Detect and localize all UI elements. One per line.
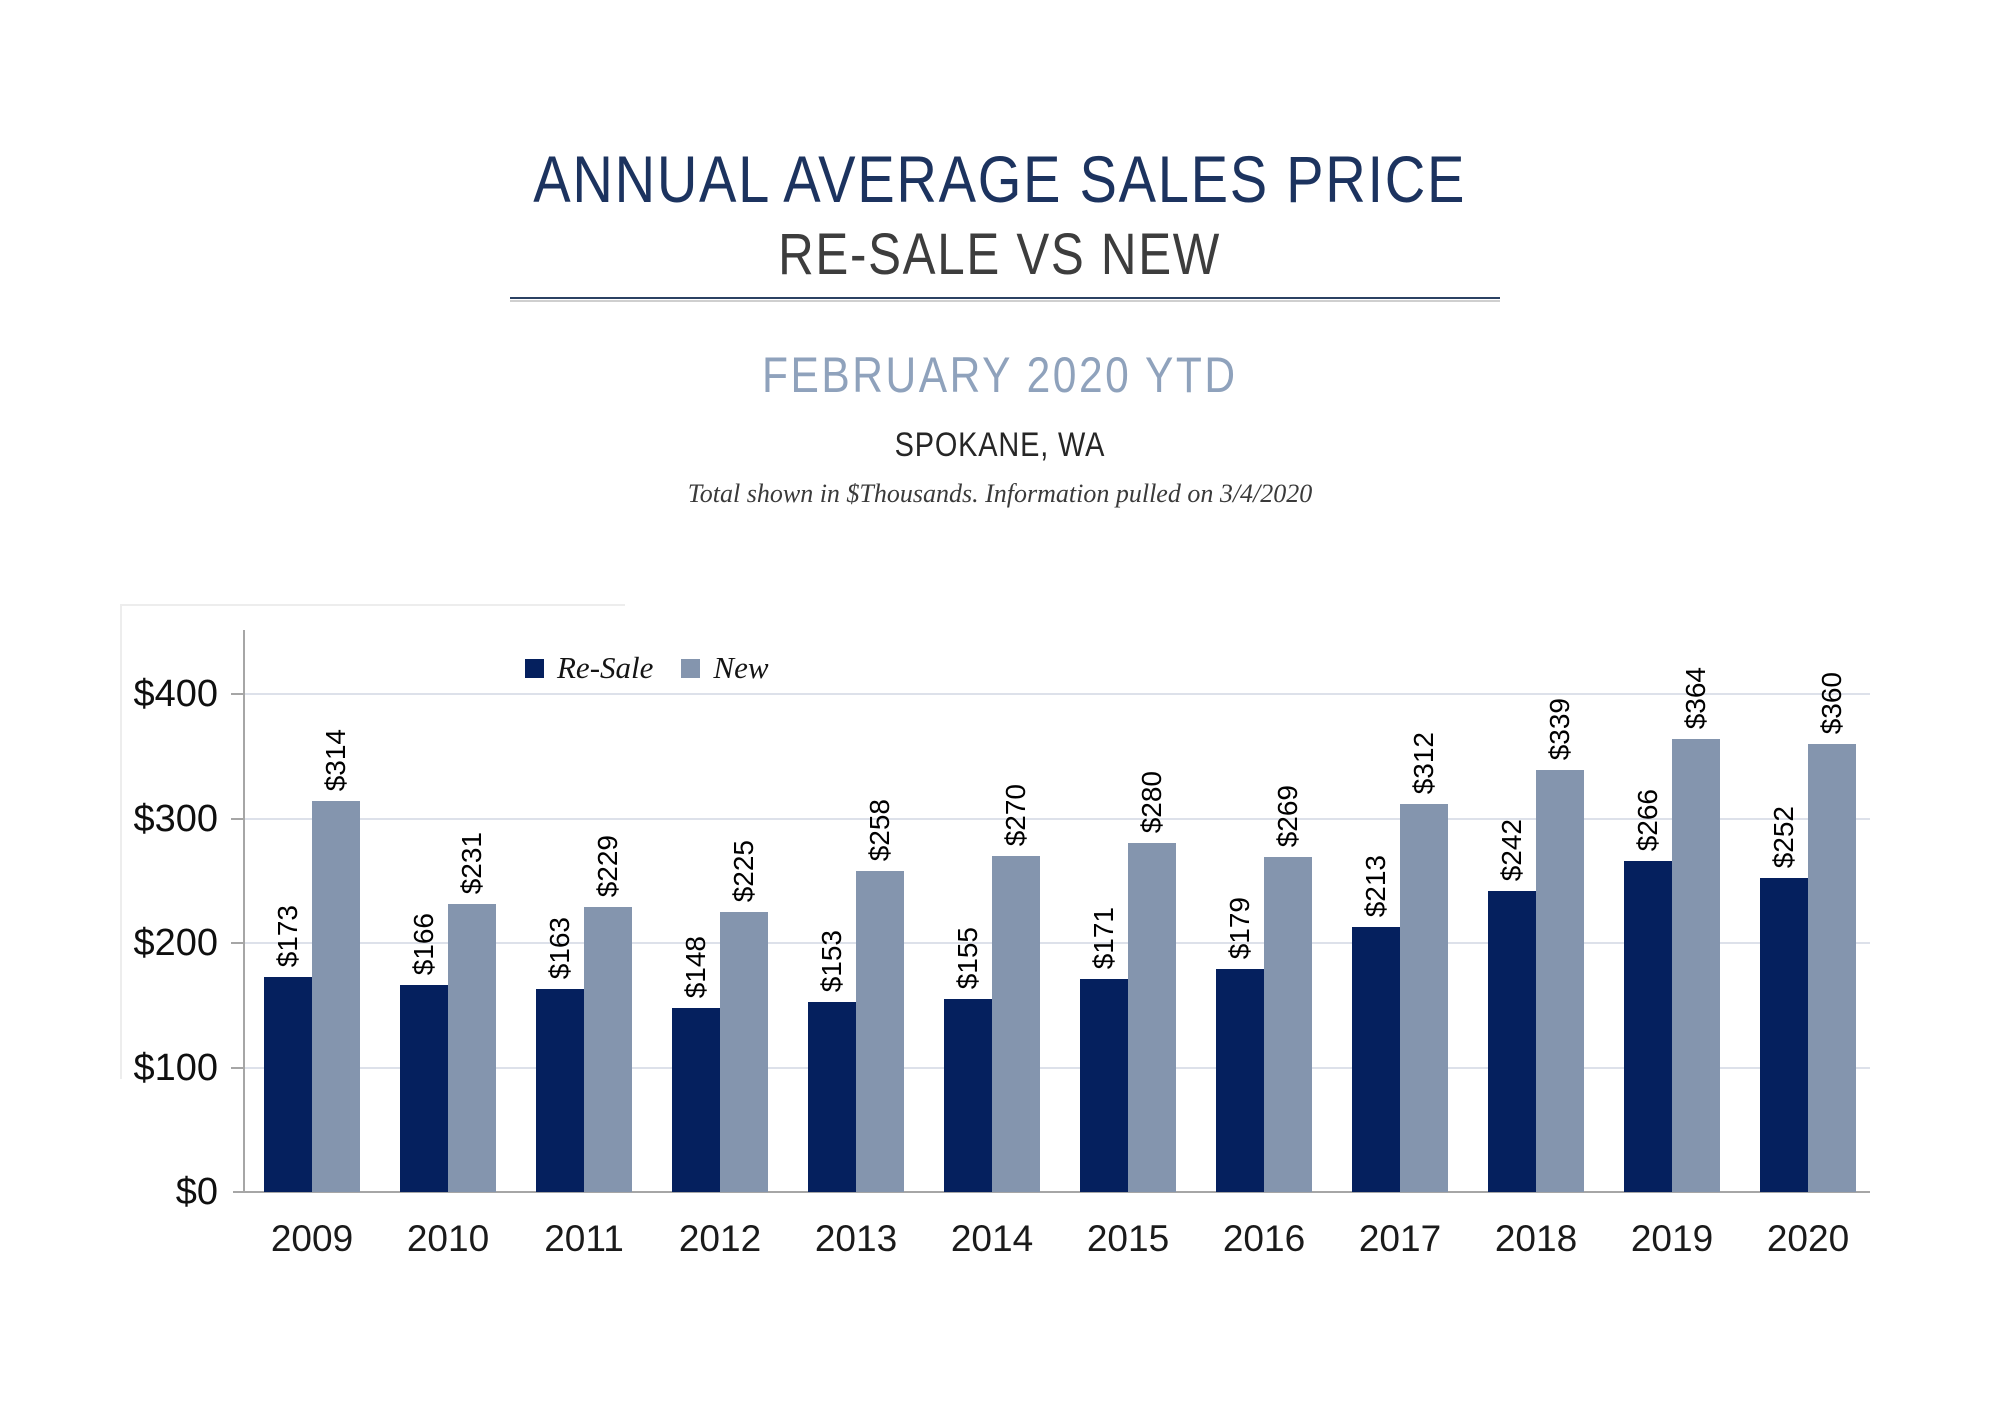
bar-new [584, 907, 632, 1192]
bar-value-label: $252 [1768, 805, 1799, 868]
bar-value-label: $312 [1408, 731, 1439, 794]
grid-line [245, 1067, 1870, 1069]
x-axis-label: 2013 [814, 1218, 898, 1259]
bar-resale [264, 977, 312, 1192]
bar-value-label: $270 [1000, 783, 1031, 846]
bar-value-label: $280 [1136, 770, 1167, 833]
bar-value-label: $242 [1496, 818, 1527, 881]
bar-new [992, 856, 1040, 1192]
bar-value-label: $153 [816, 929, 847, 992]
bar-value-label: $364 [1680, 666, 1711, 729]
bar-value-label: $148 [680, 935, 711, 998]
bar-resale [808, 1002, 856, 1192]
x-axis-label: 2012 [678, 1218, 762, 1259]
x-axis-label: 2016 [1222, 1218, 1306, 1259]
bar-value-label: $258 [864, 798, 895, 861]
bar-value-label: $231 [456, 831, 487, 894]
y-axis-label: $100 [133, 1047, 218, 1089]
x-axis [233, 1191, 1870, 1193]
y-axis [243, 630, 245, 1192]
bar-value-label: $229 [592, 834, 623, 897]
bar-new [1264, 857, 1312, 1192]
x-axis-label: 2011 [544, 1218, 624, 1259]
bar-resale [536, 989, 584, 1192]
bar-value-label: $266 [1632, 788, 1663, 851]
bar-resale [1080, 979, 1128, 1192]
bar-new [1400, 804, 1448, 1192]
period-label: FEBRUARY 2020 YTD [762, 347, 1238, 403]
bar-value-label: $171 [1088, 906, 1119, 969]
bar-value-label: $179 [1224, 896, 1255, 959]
y-axis-tick [231, 818, 245, 820]
y-axis-tick [231, 942, 245, 944]
bar-new [1672, 739, 1720, 1192]
bar-resale [672, 1008, 720, 1192]
y-axis-label: $200 [133, 922, 218, 964]
bar-resale [1352, 927, 1400, 1192]
x-axis-label: 2010 [406, 1218, 490, 1259]
bar-value-label: $155 [952, 926, 983, 989]
bar-new [720, 912, 768, 1192]
bar-resale [1216, 969, 1264, 1192]
x-axis-label: 2020 [1766, 1218, 1850, 1259]
legend-item-resale: Re-Sale [525, 650, 653, 686]
bar-resale [1624, 861, 1672, 1192]
bar-new [1536, 770, 1584, 1192]
legend-item-new: New [681, 650, 769, 686]
grid-line [245, 942, 1870, 944]
bar-new [856, 871, 904, 1192]
bar-value-label: $166 [408, 912, 439, 975]
x-axis-label: 2018 [1494, 1218, 1578, 1259]
bar-value-label: $360 [1816, 671, 1847, 734]
bar-value-label: $225 [728, 839, 759, 902]
legend-label-new: New [713, 650, 769, 685]
resale-swatch-icon [525, 658, 544, 678]
location-label: SPOKANE, WA [894, 426, 1106, 464]
background-panel [120, 604, 625, 1079]
page-title: ANNUAL AVERAGE SALES PRICE [533, 142, 1467, 216]
x-axis-label: 2015 [1086, 1218, 1170, 1259]
chart-legend: Re-Sale New [525, 650, 769, 686]
bar-new [1128, 843, 1176, 1192]
bar-resale [1760, 878, 1808, 1192]
y-axis-tick [231, 1067, 245, 1069]
new-swatch-icon [681, 658, 701, 678]
footnote: Total shown in $Thousands. Information p… [687, 479, 1313, 508]
bar-resale [1488, 891, 1536, 1192]
bar-new [448, 904, 496, 1192]
x-axis-label: 2009 [270, 1218, 354, 1259]
grid-line [245, 818, 1870, 820]
bar-value-label: $269 [1272, 784, 1303, 847]
bar-value-label: $213 [1360, 854, 1391, 917]
page-subtitle: RE-SALE VS NEW [778, 222, 1222, 287]
bar-resale [400, 985, 448, 1192]
y-axis-label: $400 [133, 673, 218, 715]
y-axis-tick [231, 693, 245, 695]
bar-value-label: $163 [544, 916, 575, 979]
y-axis-label: $300 [133, 798, 218, 840]
x-axis-label: 2014 [950, 1218, 1034, 1259]
bar-value-label: $173 [272, 904, 303, 967]
bar-new [1808, 744, 1856, 1192]
title-divider [510, 297, 1500, 299]
x-axis-label: 2017 [1358, 1218, 1442, 1259]
bar-value-label: $339 [1544, 697, 1575, 760]
y-axis-label: $0 [175, 1171, 218, 1213]
bar-resale [944, 999, 992, 1192]
bar-value-label: $314 [320, 728, 351, 791]
bar-new [312, 801, 360, 1192]
grid-line [245, 693, 1870, 695]
x-axis-label: 2019 [1630, 1218, 1714, 1259]
legend-label-resale: Re-Sale [557, 650, 654, 685]
